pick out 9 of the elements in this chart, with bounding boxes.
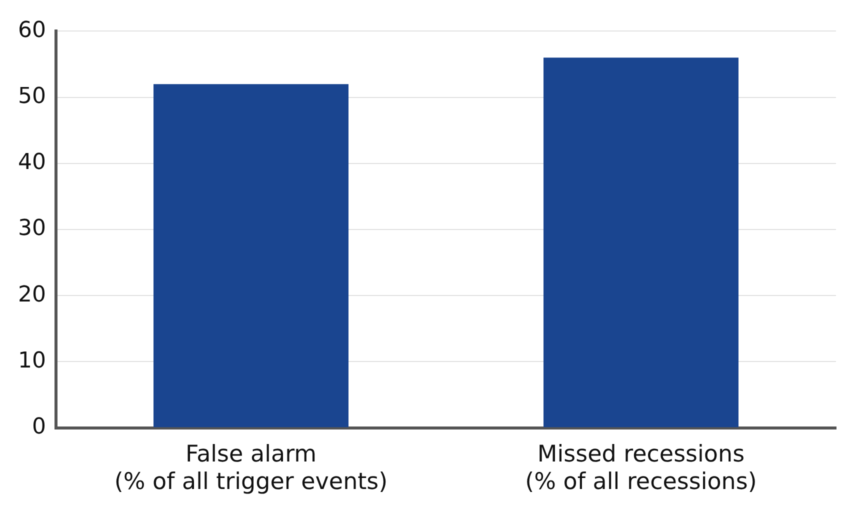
y-tick-label: 50 [18, 84, 46, 110]
y-tick-label: 30 [18, 216, 46, 242]
y-tick-label: 20 [18, 282, 46, 308]
y-tick-label: 40 [18, 150, 46, 176]
x-tick-label: Missed recessions (% of all recessions) [525, 442, 757, 496]
x-tick-label: False alarm (% of all trigger events) [114, 442, 388, 496]
y-tick-label: 10 [18, 348, 46, 374]
y-tick-label: 0 [32, 414, 46, 440]
y-tick-label: 60 [18, 18, 46, 43]
